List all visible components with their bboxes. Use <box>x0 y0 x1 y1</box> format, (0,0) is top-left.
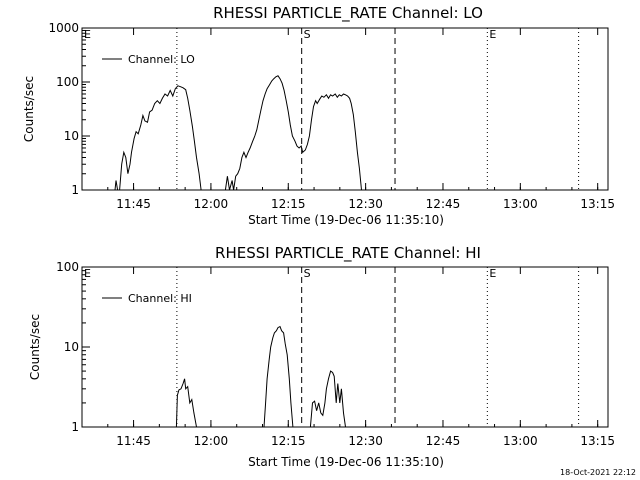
x-tick-label: 12:30 <box>348 434 383 448</box>
x-tick-label: 13:15 <box>580 197 615 211</box>
y-tick-label: 10 <box>64 129 79 143</box>
legend-label-hi: Channel: HI <box>128 292 192 305</box>
chart-title-hi: RHESSI PARTICLE_RATE Channel: HI <box>215 244 481 263</box>
y-tick-label: 1000 <box>48 21 79 35</box>
y-tick-label: 1 <box>71 183 79 197</box>
time-marker-label: E <box>84 267 91 280</box>
series-lo <box>114 75 362 191</box>
legend-lo: Channel: LO <box>102 53 195 66</box>
x-axis-label-hi: Start Time (19-Dec-06 11:35:10) <box>248 455 444 469</box>
series-hi <box>175 325 346 428</box>
time-marker-label: E <box>84 28 91 41</box>
timestamp: 18-Oct-2021 22:12 <box>560 468 636 477</box>
x-axis-label-lo: Start Time (19-Dec-06 11:35:10) <box>248 213 444 227</box>
x-tick-label: 13:00 <box>503 197 538 211</box>
legend-label-lo: Channel: LO <box>128 53 195 66</box>
panel-hi: RHESSI PARTICLE_RATE Channel: HI E S E 1 10… <box>28 244 615 469</box>
x-tick-label: 12:45 <box>426 197 461 211</box>
series-line-segment <box>114 85 202 191</box>
plot-area-hi <box>81 266 609 428</box>
time-marker-label: S <box>304 267 311 280</box>
y-tick-label: 100 <box>56 260 79 274</box>
x-tick-label: 12:15 <box>271 434 306 448</box>
chart-title-lo: RHESSI PARTICLE_RATE Channel: LO <box>213 4 483 23</box>
x-tick-label: 13:15 <box>580 434 615 448</box>
y-tick-label: 1 <box>71 420 79 434</box>
y-tick-label: 10 <box>64 340 79 354</box>
series-line-segment <box>224 75 362 191</box>
plot-area-lo <box>81 27 609 191</box>
time-marker-label: E <box>489 267 496 280</box>
time-marker-label: E <box>489 28 496 41</box>
legend-hi: Channel: HI <box>102 292 192 305</box>
x-tick-label: 12:00 <box>194 197 229 211</box>
series-line-segment <box>263 325 294 428</box>
x-tick-label: 12:15 <box>271 197 306 211</box>
x-tick-label: 12:00 <box>194 434 229 448</box>
y-axis-label-hi: Counts/sec <box>28 314 42 380</box>
y-axis-lo: 1 10 100 1000 <box>48 21 90 197</box>
y-axis-label-lo: Counts/sec <box>22 76 36 142</box>
panel-lo: RHESSI PARTICLE_RATE Channel: LO E S E 1 10… <box>22 4 615 227</box>
x-tick-label: 11:45 <box>116 434 151 448</box>
x-axis-lo: 11:45 12:00 12:15 12:30 12:45 13:00 13:15 <box>107 28 615 211</box>
x-axis-hi: 11:45 12:00 12:15 12:30 12:45 13:00 13:15 <box>107 267 615 448</box>
x-tick-label: 11:45 <box>116 197 151 211</box>
x-tick-label: 12:45 <box>426 434 461 448</box>
time-marker-label: S <box>304 28 311 41</box>
series-line-segment <box>175 378 197 428</box>
y-axis-hi: 1 10 100 <box>56 260 90 434</box>
y-tick-label: 100 <box>56 75 79 89</box>
x-tick-label: 13:00 <box>503 434 538 448</box>
x-tick-label: 12:30 <box>348 197 383 211</box>
series-line-segment <box>309 370 346 428</box>
